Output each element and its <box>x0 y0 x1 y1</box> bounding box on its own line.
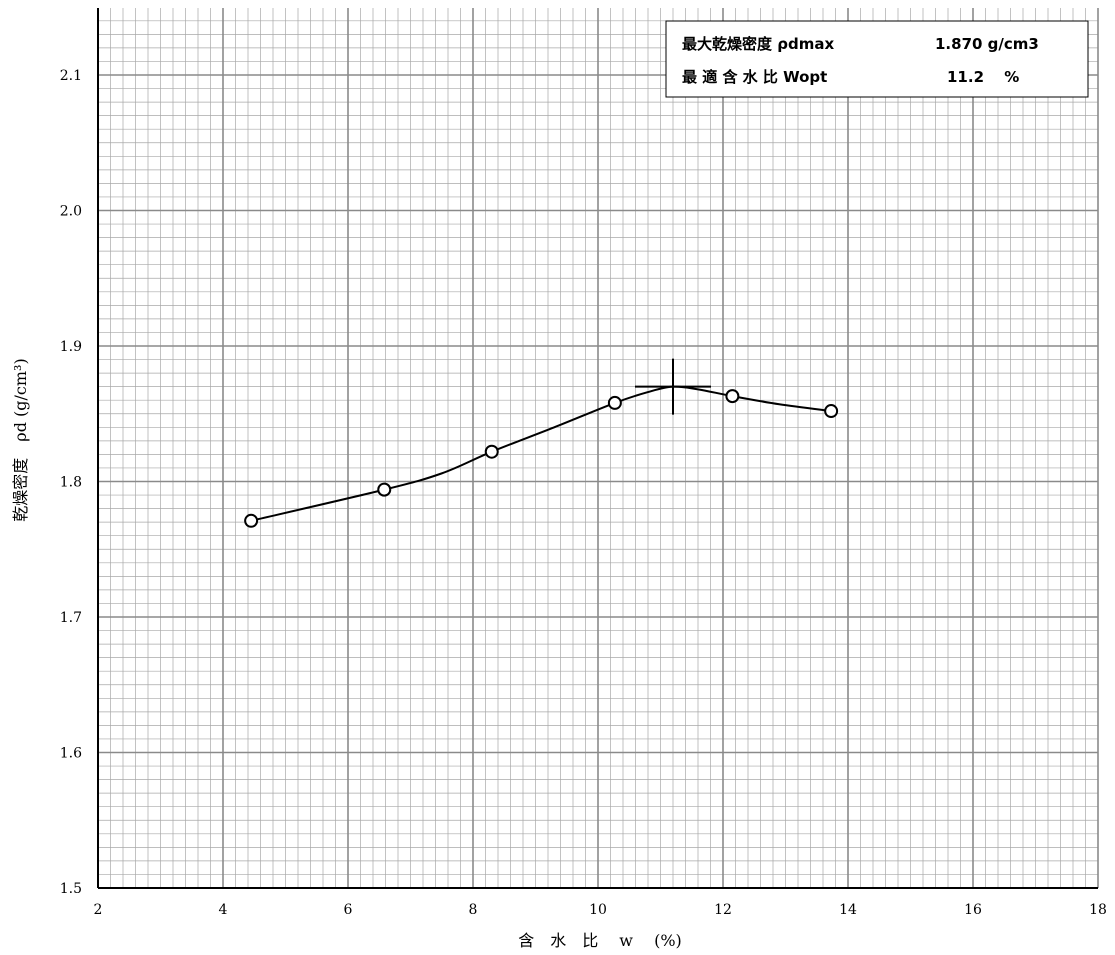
x-tick-label: 16 <box>964 902 982 918</box>
y-axis-title: 乾燥密度 ρd (g/cm³) <box>11 358 30 521</box>
data-point <box>377 482 392 497</box>
legend-label-rho-dmax: 最大乾燥密度 ρdmax <box>682 35 834 53</box>
data-point <box>484 444 499 459</box>
y-tick-label: 1.5 <box>60 881 82 897</box>
plot-area <box>244 358 839 528</box>
x-tick-label: 14 <box>839 902 857 918</box>
data-point <box>244 513 259 528</box>
x-tick-labels: 2 4 6 8 10 12 14 16 18 <box>94 902 1107 918</box>
legend-value-rho-dmax: 1.870 g/cm3 <box>935 35 1039 53</box>
x-tick-label: 8 <box>469 902 478 918</box>
legend-label-wopt: 最 適 含 水 比 Wopt <box>682 68 827 86</box>
x-tick-label: 2 <box>94 902 103 918</box>
x-axis-title: 含 水 比 w (%) <box>518 931 682 950</box>
data-point <box>824 404 839 419</box>
data-point <box>607 395 622 410</box>
data-point <box>725 389 740 404</box>
compaction-curve <box>250 385 832 522</box>
x-tick-label: 4 <box>219 902 228 918</box>
legend-frame <box>665 20 1089 98</box>
y-tick-label: 1.8 <box>60 475 82 491</box>
y-tick-label: 2.0 <box>60 204 82 220</box>
grid-major <box>97 8 1099 889</box>
y-tick-label: 2.1 <box>60 68 82 84</box>
x-tick-label: 6 <box>344 902 353 918</box>
legend-box: 最大乾燥密度 ρdmax 1.870 g/cm3 最 適 含 水 比 Wopt … <box>665 20 1089 98</box>
x-tick-label: 18 <box>1089 902 1107 918</box>
y-tick-label: 1.6 <box>60 746 82 762</box>
axes <box>97 8 1098 889</box>
x-tick-label: 12 <box>714 902 732 918</box>
y-tick-label: 1.7 <box>60 610 82 626</box>
y-tick-label: 1.9 <box>60 339 82 355</box>
legend-value-wopt: 11.2 % <box>947 68 1019 86</box>
y-tick-labels: 1.5 1.6 1.7 1.8 1.9 2.0 2.1 <box>60 68 82 897</box>
x-tick-label: 10 <box>589 902 607 918</box>
